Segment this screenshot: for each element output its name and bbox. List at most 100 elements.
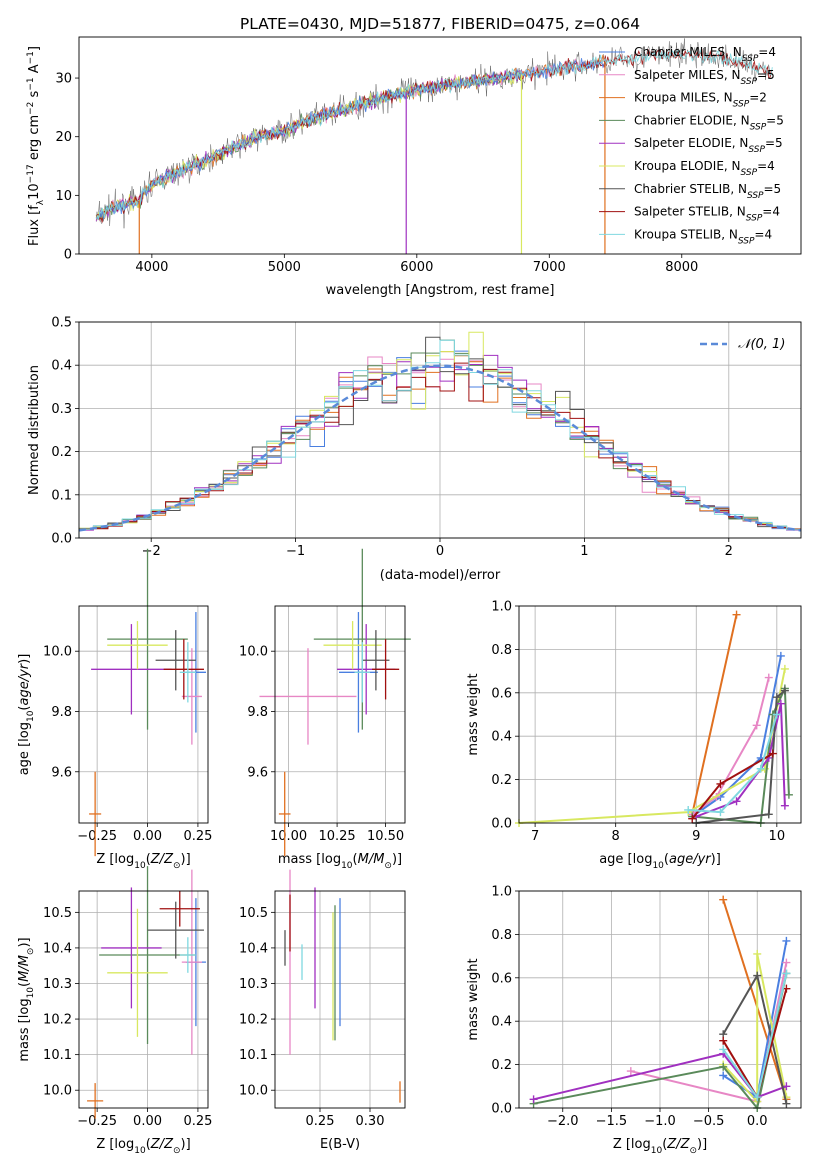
x-axis-label: wavelength [Angstrom, rest frame] bbox=[326, 283, 555, 298]
y-tick-label: 10.0 bbox=[239, 645, 268, 660]
y-tick-label: 0.2 bbox=[491, 773, 512, 788]
errorbar-chabrier-stelib bbox=[147, 901, 204, 959]
x-axis-label: mass [log10(M/M⊙)] bbox=[278, 852, 402, 871]
weight-marker bbox=[719, 895, 728, 904]
x-axis-label: Z [log10(Z/Z⊙)] bbox=[96, 1137, 190, 1156]
x-axis-label: Z [log10(Z/Z⊙)] bbox=[96, 852, 190, 871]
y-axis-label: Normed distribution bbox=[27, 365, 42, 495]
histogram-kroupa-stelib bbox=[78, 339, 801, 538]
y-tick-label: 0.4 bbox=[491, 1015, 512, 1030]
x-axis-label: (data-model)/error bbox=[380, 568, 501, 583]
x-tick-label: 1 bbox=[580, 544, 588, 559]
y-axis-label: age [log10(age/yr)] bbox=[17, 654, 36, 776]
legend-label-kroupa-miles: Kroupa MILES, NSSP=2 bbox=[634, 91, 767, 110]
plot-frame bbox=[78, 36, 802, 255]
y-tick-label: 0.1 bbox=[51, 488, 72, 503]
errorbar-kroupa-stelib bbox=[179, 642, 196, 703]
axes-spectrum: 4000 5000 6000 7000 8000 0 10 20 30 wavelength [A… bbox=[26, 36, 802, 298]
weight-marker bbox=[780, 801, 789, 810]
weight-marker bbox=[782, 969, 791, 978]
x-tick-label: 6000 bbox=[400, 260, 433, 275]
x-tick-label: −1.0 bbox=[644, 1114, 676, 1129]
x-tick-label: −1 bbox=[286, 544, 305, 559]
y-tick-label: 0 bbox=[64, 248, 72, 263]
y-tick-label: 0.4 bbox=[491, 730, 512, 745]
y-tick-label: 9.8 bbox=[51, 705, 72, 720]
plot-frame bbox=[78, 321, 802, 539]
x-tick-label: 9 bbox=[692, 829, 700, 844]
x-axis-label: Z [log10(Z/Z⊙)] bbox=[613, 1137, 707, 1156]
weight-marker bbox=[768, 749, 777, 758]
weight-marker bbox=[764, 673, 773, 682]
weight-marker bbox=[753, 1093, 762, 1102]
weight-marker bbox=[753, 971, 762, 980]
y-tick-label: 0.3 bbox=[51, 402, 72, 417]
spectrum-line-kroupa-miles bbox=[95, 54, 605, 220]
weight-line-salpeter-elodie bbox=[533, 1052, 787, 1101]
x-tick-label: −0.25 bbox=[77, 1114, 117, 1129]
x-tick-label: 5000 bbox=[268, 260, 301, 275]
errorbar-salpeter-elodie bbox=[101, 887, 162, 1009]
x-tick-label: 8000 bbox=[665, 260, 698, 275]
legend-label-salpeter-stelib: Salpeter STELIB, NSSP=4 bbox=[634, 205, 780, 224]
weight-marker bbox=[719, 1071, 728, 1080]
weight-marker bbox=[782, 958, 791, 967]
errorbar-chabrier-elodie bbox=[107, 548, 188, 730]
x-tick-label: 0 bbox=[436, 544, 444, 559]
axes-weight_vs_age: 7 8 9 10 0.0 0.2 0.4 0.6 0.8 1.0 age [log10(age/yr… bbox=[466, 600, 802, 871]
weight-line-kroupa-stelib bbox=[688, 714, 778, 814]
y-tick-label: 0.6 bbox=[491, 971, 512, 986]
y-tick-label: 10.4 bbox=[239, 941, 268, 956]
y-tick-label: 0.2 bbox=[491, 1058, 512, 1073]
y-tick-label: 10.1 bbox=[43, 1048, 72, 1063]
y-tick-label: 0.2 bbox=[51, 445, 72, 460]
legend-label-normal: 𝒩(0, 1) bbox=[738, 337, 785, 352]
errorbar-salpeter-miles bbox=[181, 869, 202, 1055]
normal-curve bbox=[78, 364, 802, 532]
x-tick-label: 10.00 bbox=[270, 829, 307, 844]
weight-line-kroupa-elodie bbox=[722, 953, 788, 1105]
x-tick-label: 10.50 bbox=[367, 829, 404, 844]
x-tick-label: 4000 bbox=[135, 260, 168, 275]
weight-marker bbox=[719, 1045, 728, 1054]
spectrum-line-kroupa-elodie bbox=[95, 71, 523, 220]
x-tick-label: 0.0 bbox=[747, 1114, 768, 1129]
errorbar-salpeter-miles bbox=[259, 648, 357, 745]
y-tick-label: 10.3 bbox=[43, 977, 72, 992]
weight-marker bbox=[764, 810, 773, 819]
y-tick-label: 9.6 bbox=[247, 765, 268, 780]
weight-marker bbox=[732, 797, 741, 806]
gridlines bbox=[79, 891, 208, 1108]
y-tick-label: 9.6 bbox=[51, 765, 72, 780]
errorbar-salpeter-elodie bbox=[91, 624, 172, 715]
y-tick-label: 10.0 bbox=[43, 1084, 72, 1099]
y-tick-label: 10.3 bbox=[239, 977, 268, 992]
gridlines bbox=[275, 606, 405, 823]
y-tick-label: 0.0 bbox=[491, 1102, 512, 1117]
axes-residuals: −2 −1 0 1 2 0.0 0.1 0.2 0.3 0.4 0.5 𝒩(0, 1) (data-mo… bbox=[27, 316, 802, 583]
y-tick-label: 0.0 bbox=[51, 532, 72, 547]
y-axis-label: mass weight bbox=[466, 958, 481, 1040]
plot-frame bbox=[78, 605, 209, 824]
weight-marker bbox=[752, 721, 761, 730]
weight-marker bbox=[776, 699, 785, 708]
y-tick-label: 10.2 bbox=[43, 1013, 72, 1028]
weight-marker bbox=[776, 651, 785, 660]
legend-label-salpeter-miles: Salpeter MILES, NSSP=5 bbox=[634, 68, 775, 87]
axes-age_vs_mass: 10.00 10.25 10.50 9.6 9.8 10.0 mass [log10(M/M… bbox=[239, 548, 411, 871]
spectrum-line-kroupa-stelib bbox=[95, 48, 773, 220]
errorbar-kroupa-miles bbox=[87, 1083, 104, 1119]
x-tick-label: −2.0 bbox=[547, 1114, 579, 1129]
weight-marker bbox=[782, 936, 791, 945]
x-tick-label: 7 bbox=[531, 829, 539, 844]
y-axis-label: mass weight bbox=[466, 673, 481, 755]
x-tick-label: 2 bbox=[725, 544, 733, 559]
y-tick-label: 10.4 bbox=[43, 941, 72, 956]
weight-marker bbox=[732, 610, 741, 619]
y-tick-label: 20 bbox=[55, 130, 72, 145]
x-tick-label: −0.25 bbox=[77, 829, 117, 844]
y-tick-label: 0.6 bbox=[491, 686, 512, 701]
y-axis-label: mass [log10(M/M⊙)] bbox=[17, 937, 36, 1061]
weight-marker bbox=[626, 1067, 635, 1076]
